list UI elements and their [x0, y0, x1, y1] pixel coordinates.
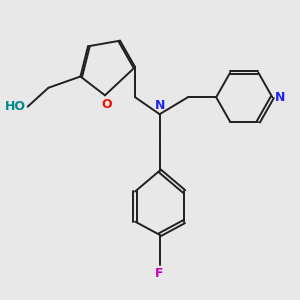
Text: O: O	[101, 98, 112, 111]
Text: N: N	[275, 91, 286, 104]
Text: F: F	[155, 267, 164, 280]
Text: N: N	[154, 99, 165, 112]
Text: HO: HO	[5, 100, 26, 113]
